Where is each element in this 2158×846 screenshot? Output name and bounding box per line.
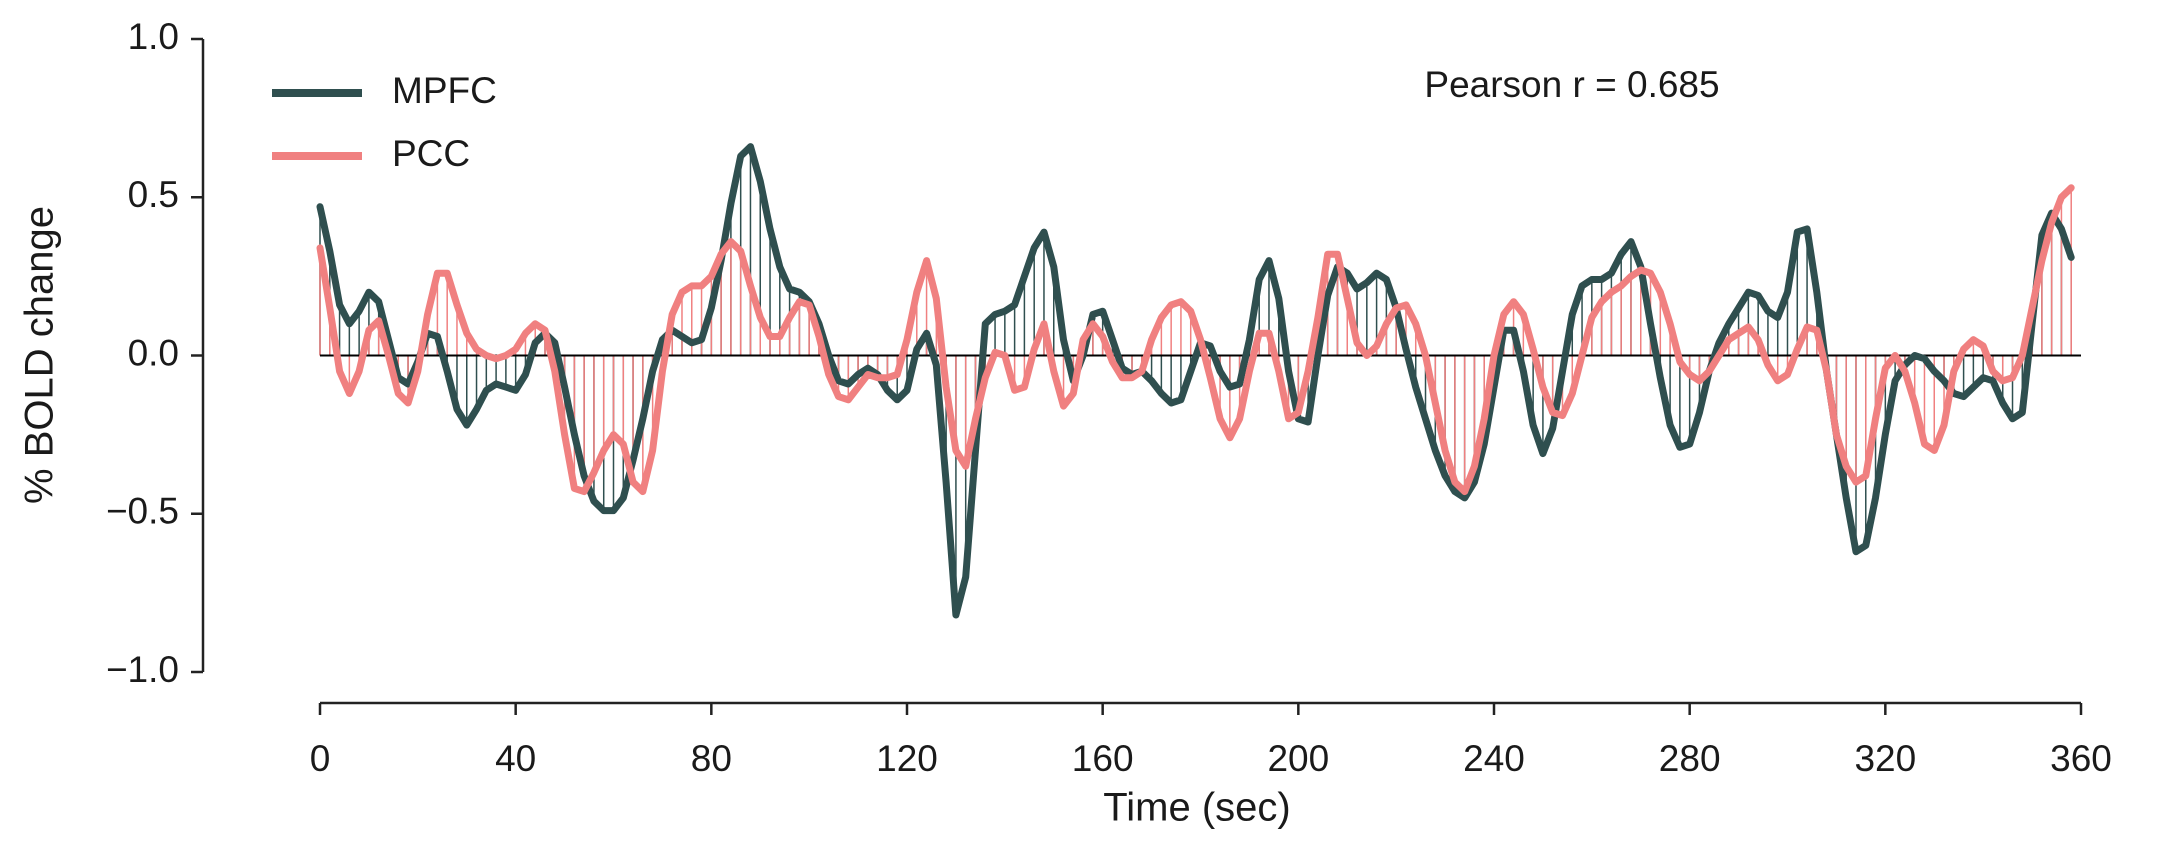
series-line	[316, 184, 2075, 496]
x-tick-label: 280	[1659, 738, 1721, 779]
y-tick-label: 0.5	[128, 174, 179, 215]
y-axis-title: % BOLD change	[18, 206, 62, 504]
y-tick-label: −1.0	[106, 649, 179, 690]
y-tick-label: −0.5	[106, 491, 179, 532]
series-line	[316, 143, 2075, 619]
y-tick-label: 0.0	[128, 332, 179, 373]
x-tick-label: 40	[495, 738, 536, 779]
legend-label: PCC	[392, 133, 470, 174]
annotation: Pearson r = 0.685	[1424, 64, 1719, 105]
y-tick-label: 1.0	[128, 16, 179, 57]
x-tick-label: 80	[691, 738, 732, 779]
x-axis-title: Time (sec)	[1103, 786, 1290, 830]
x-tick-label: 0	[310, 738, 331, 779]
x-tick-label: 360	[2050, 738, 2112, 779]
x-tick-label: 200	[1267, 738, 1329, 779]
x-tick-label: 320	[1854, 738, 1916, 779]
x-tick-label: 240	[1463, 738, 1525, 779]
x-tick-label: 160	[1072, 738, 1134, 779]
x-tick-label: 120	[876, 738, 938, 779]
legend-label: MPFC	[392, 70, 497, 111]
